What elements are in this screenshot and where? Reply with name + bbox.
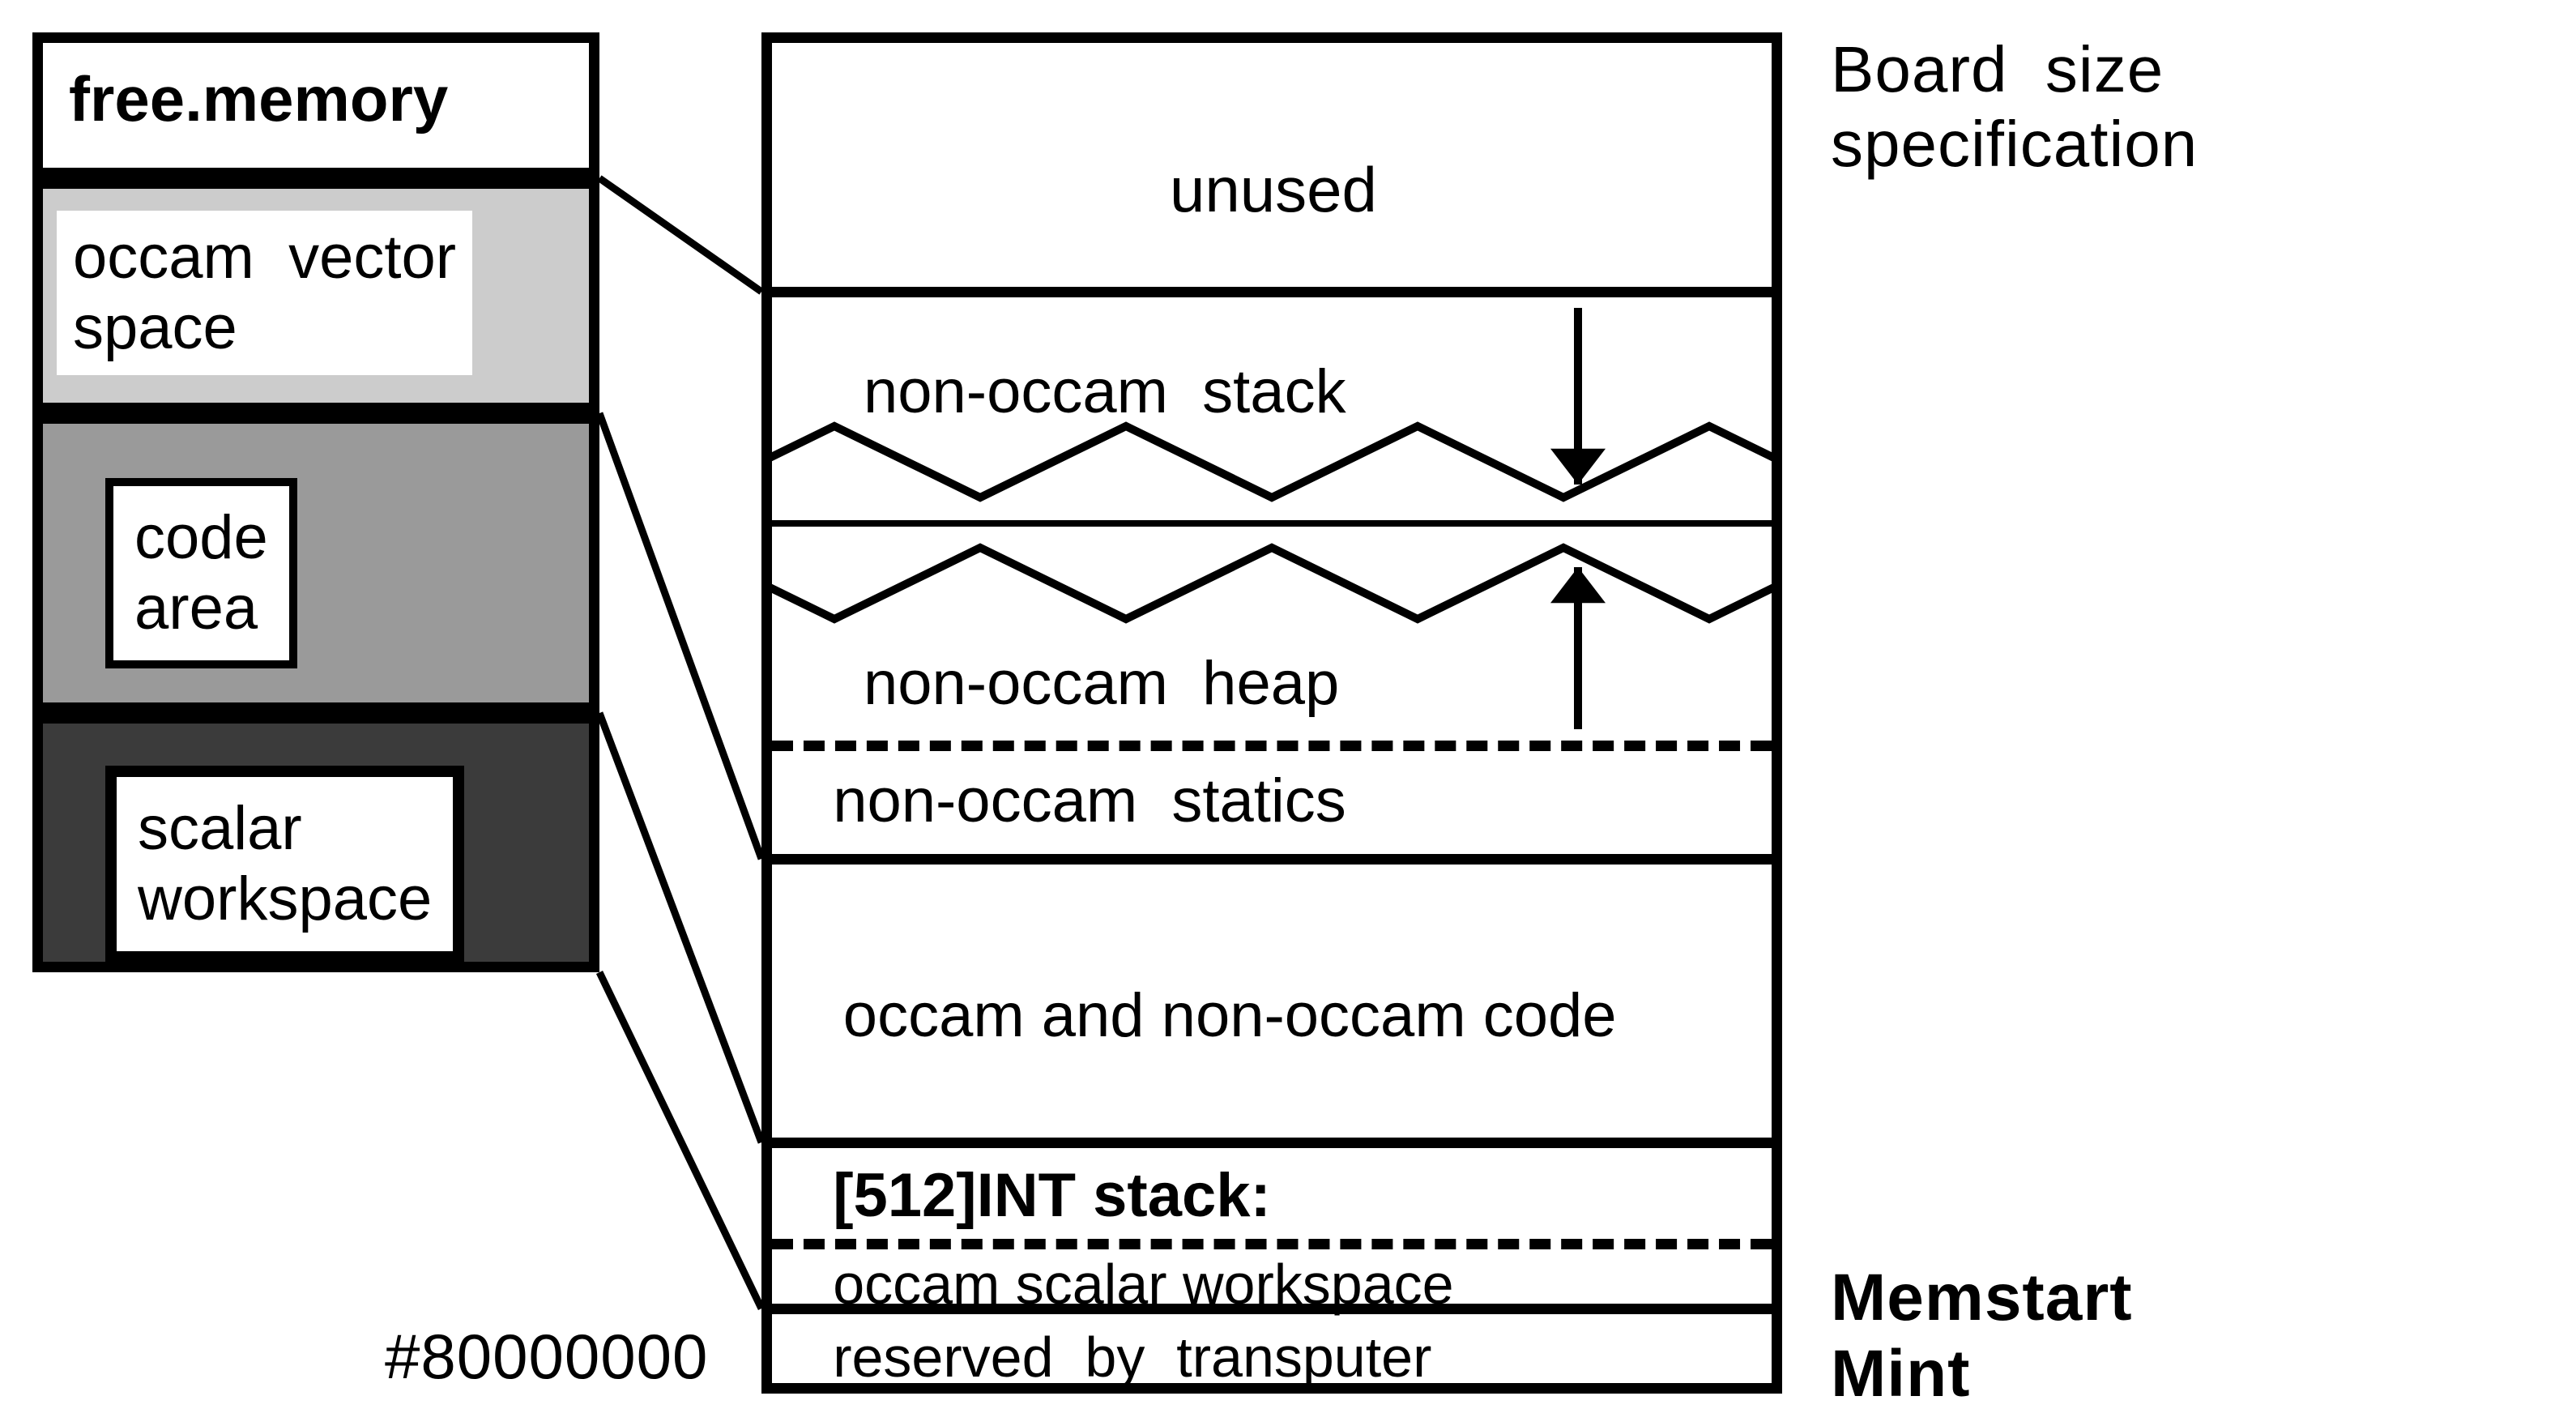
side-label-memstart: Memstart Mint	[1831, 1260, 2133, 1413]
right-label-unused: unused	[1170, 154, 1377, 227]
left-label-vector: occam vector space	[57, 211, 472, 375]
right-label-osw: occam scalar workspace	[833, 1252, 1453, 1317]
right-label-codeblk: occam and non-occam code	[843, 980, 1617, 1051]
left-label-free: free.memory	[69, 63, 448, 136]
right-label-stack: non-occam stack	[864, 356, 1346, 427]
side-label-board: Board size specification	[1831, 32, 2198, 181]
left-label-scalar: scalar workspace	[105, 766, 464, 963]
right-label-intstack: [512]INT stack:	[833, 1160, 1271, 1231]
left-label-code: code area	[105, 478, 297, 668]
right-label-reserved: reserved by transputer	[833, 1325, 1431, 1390]
right-label-statics: non-occam statics	[833, 766, 1346, 836]
right-label-heap: non-occam heap	[864, 648, 1339, 719]
side-label-addr: #80000000	[385, 1321, 708, 1394]
memory-map-diagram: free.memory occam vector space code area sc…	[0, 0, 2576, 1426]
